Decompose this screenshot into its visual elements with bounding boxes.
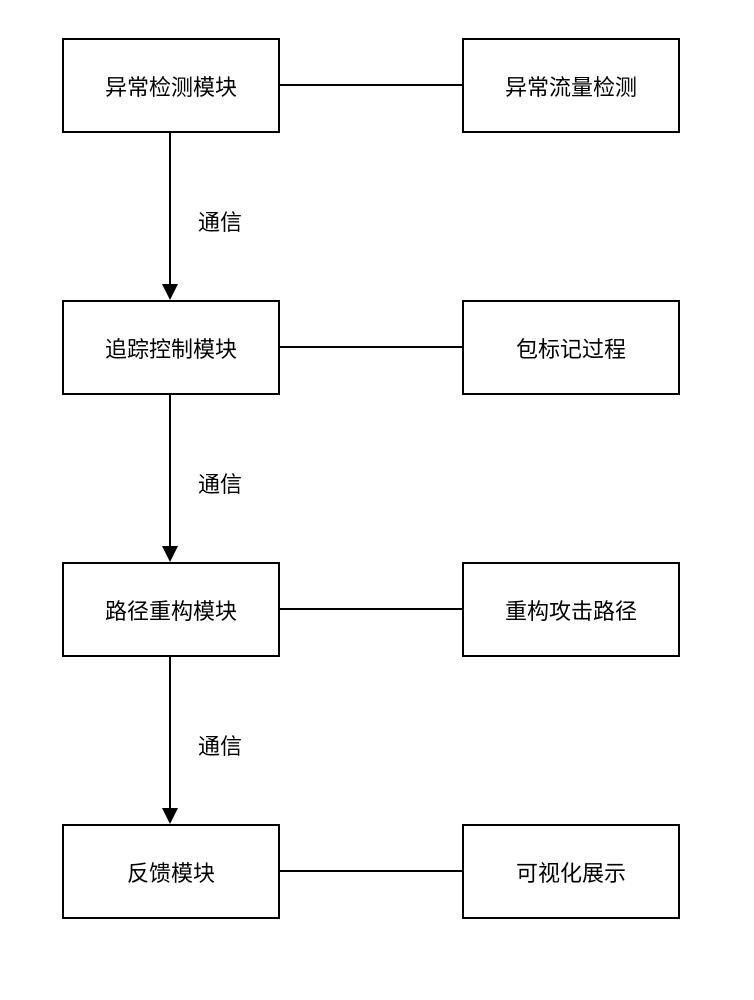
node-label: 异常检测模块	[105, 70, 237, 102]
node-reconstruct-attack-path: 重构攻击路径	[462, 562, 680, 657]
arrowhead-down-icon	[162, 284, 178, 300]
edge-label: 通信	[198, 467, 242, 499]
node-label: 异常流量检测	[505, 70, 637, 102]
arrowhead-down-icon	[162, 546, 178, 562]
connector-horizontal	[280, 608, 462, 610]
connector-vertical	[169, 395, 171, 548]
node-path-reconstruction-module: 路径重构模块	[62, 562, 280, 657]
connector-vertical	[169, 133, 171, 286]
node-label: 追踪控制模块	[105, 332, 237, 364]
node-packet-marking-process: 包标记过程	[462, 300, 680, 395]
connector-horizontal	[280, 346, 462, 348]
node-label: 路径重构模块	[105, 594, 237, 626]
node-label: 重构攻击路径	[505, 594, 637, 626]
connector-vertical	[169, 657, 171, 810]
node-label: 反馈模块	[127, 856, 215, 888]
node-label: 可视化展示	[516, 856, 626, 888]
arrowhead-down-icon	[162, 808, 178, 824]
connector-horizontal	[280, 870, 462, 872]
node-feedback-module: 反馈模块	[62, 824, 280, 919]
edge-label: 通信	[198, 205, 242, 237]
node-visualization-display: 可视化展示	[462, 824, 680, 919]
node-anomaly-detection-module: 异常检测模块	[62, 38, 280, 133]
connector-horizontal	[280, 84, 462, 86]
node-tracking-control-module: 追踪控制模块	[62, 300, 280, 395]
node-label: 包标记过程	[516, 332, 626, 364]
edge-label: 通信	[198, 729, 242, 761]
node-anomaly-traffic-detection: 异常流量检测	[462, 38, 680, 133]
